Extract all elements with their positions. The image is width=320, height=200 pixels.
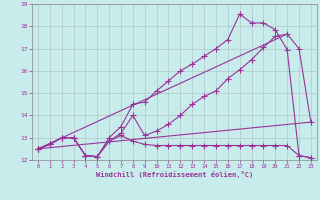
X-axis label: Windchill (Refroidissement éolien,°C): Windchill (Refroidissement éolien,°C) bbox=[96, 171, 253, 178]
